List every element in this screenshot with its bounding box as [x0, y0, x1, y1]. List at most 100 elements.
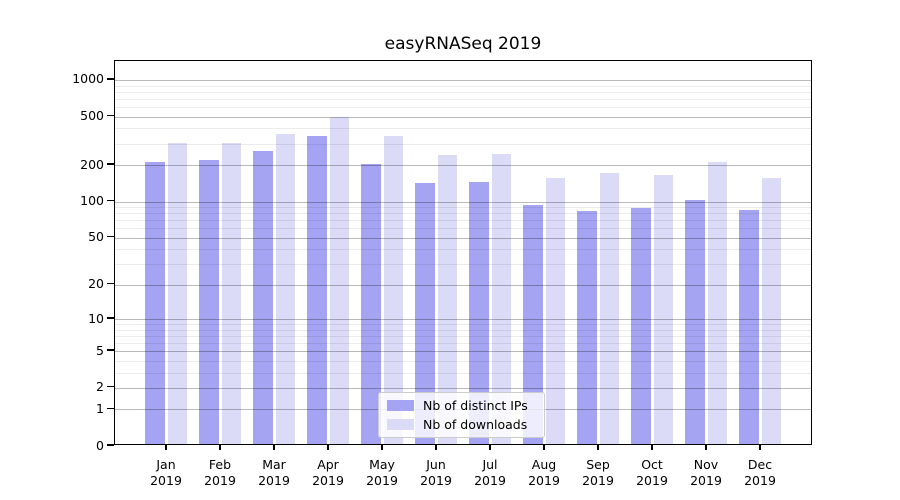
- y-tick-label: 0: [96, 437, 104, 453]
- legend-label-distinct-ips: Nb of distinct IPs: [423, 398, 528, 414]
- bar-distinct-ips-sep: [577, 210, 597, 444]
- gridline-major: [115, 319, 811, 320]
- bar-distinct-ips-may: [361, 163, 381, 444]
- x-tick-label: Nov 2019: [678, 457, 734, 489]
- y-tick-mark: [107, 114, 114, 117]
- x-tick-mark: [327, 445, 329, 450]
- x-tick-year: 2019: [204, 473, 236, 488]
- bar-distinct-ips-apr: [307, 135, 327, 444]
- bar-distinct-ips-oct: [631, 208, 651, 444]
- y-tick-mark: [107, 407, 114, 409]
- bar-downloads-mar: [275, 134, 295, 444]
- legend: Nb of distinct IPs Nb of downloads: [378, 392, 545, 438]
- x-tick-mark: [219, 445, 221, 450]
- bar-downloads-dec: [761, 177, 781, 444]
- bar-downloads-may: [383, 136, 403, 444]
- legend-label-downloads: Nb of downloads: [423, 416, 528, 432]
- y-tick-label: 500: [80, 108, 104, 124]
- y-tick-label: 100: [80, 193, 104, 208]
- x-tick-month: May: [369, 457, 395, 472]
- gridline-major: [115, 284, 811, 286]
- x-tick-month: Dec: [747, 457, 773, 472]
- y-tick-label: 200: [80, 156, 104, 172]
- x-tick-year: 2019: [420, 473, 452, 488]
- x-tick-year: 2019: [582, 473, 614, 488]
- x-tick-mark: [597, 445, 599, 450]
- x-tick-month: Oct: [641, 457, 663, 472]
- y-tick-label: 5: [96, 342, 104, 358]
- gridline-minor: [115, 128, 811, 130]
- plot-area: [114, 60, 812, 445]
- x-tick-year: 2019: [150, 473, 182, 488]
- x-tick-label: Aug 2019: [516, 457, 572, 489]
- x-tick-year: 2019: [528, 473, 560, 488]
- bar-distinct-ips-aug: [523, 205, 543, 444]
- x-tick-label: Jul 2019: [462, 457, 518, 489]
- y-tick-label: 1: [96, 400, 104, 416]
- x-tick-month: Mar: [262, 457, 286, 472]
- bar-downloads-jun: [437, 155, 457, 444]
- y-tick-label: 20: [88, 276, 104, 292]
- gridline-major: [115, 201, 811, 203]
- x-tick-mark: [381, 445, 383, 450]
- bar-downloads-apr: [329, 117, 349, 444]
- x-tick-month: Nov: [693, 457, 719, 472]
- x-tick-mark: [651, 445, 653, 450]
- x-tick-year: 2019: [258, 473, 290, 488]
- x-tick-month: Jan: [156, 457, 176, 472]
- gridline-minor: [115, 107, 811, 108]
- x-tick-mark: [435, 445, 437, 450]
- gridline-major: [115, 165, 811, 166]
- x-tick-year: 2019: [744, 473, 776, 488]
- x-tick-mark: [489, 445, 491, 450]
- x-tick-mark: [165, 445, 167, 450]
- gridline-minor: [115, 91, 811, 93]
- gridline-minor: [115, 329, 811, 331]
- x-tick-label: Sep 2019: [570, 457, 626, 489]
- gridline-major: [115, 387, 811, 389]
- x-tick-mark: [759, 445, 761, 450]
- gridline-minor: [115, 228, 811, 230]
- y-tick-mark: [107, 163, 114, 165]
- x-tick-label: Jan 2019: [138, 457, 194, 489]
- y-tick-mark: [107, 78, 114, 80]
- gridline-minor: [115, 360, 811, 362]
- y-tick-mark: [107, 386, 114, 388]
- y-tick-mark: [107, 444, 114, 446]
- gridline-major: [115, 237, 811, 239]
- chart-title: easyRNASeq 2019: [384, 34, 542, 54]
- x-tick-year: 2019: [474, 473, 506, 488]
- x-tick-label: Feb 2019: [192, 457, 248, 489]
- gridline-major: [115, 351, 811, 353]
- x-tick-label: Mar 2019: [246, 457, 302, 489]
- legend-swatch-downloads: [387, 418, 414, 430]
- gridline-minor: [115, 98, 811, 100]
- gridline-minor: [115, 249, 811, 251]
- x-tick-year: 2019: [366, 473, 398, 488]
- legend-entry-downloads: Nb of downloads: [387, 417, 536, 432]
- gridline-minor: [115, 372, 811, 374]
- bar-downloads-nov: [707, 162, 727, 444]
- gridline-major: [115, 116, 811, 118]
- bar-downloads-jan: [167, 142, 187, 444]
- x-tick-mark: [705, 445, 707, 450]
- y-tick-mark: [107, 199, 114, 202]
- bar-distinct-ips-mar: [253, 150, 273, 444]
- legend-entry-distinct-ips: Nb of distinct IPs: [387, 398, 536, 413]
- bar-downloads-jul: [491, 153, 511, 444]
- gridline-minor: [115, 207, 811, 208]
- gridline-major: [115, 79, 811, 81]
- bar-downloads-sep: [599, 172, 619, 444]
- y-tick-label: 10: [88, 310, 104, 326]
- x-tick-month: Jul: [482, 457, 498, 472]
- x-tick-mark: [273, 445, 275, 450]
- x-tick-label: Jun 2019: [408, 457, 464, 489]
- y-tick-mark: [107, 317, 114, 319]
- bar-distinct-ips-jul: [469, 182, 489, 444]
- gridline-minor: [115, 335, 811, 337]
- bar-distinct-ips-nov: [685, 200, 705, 444]
- y-tick-mark: [107, 236, 114, 238]
- gridline-minor: [115, 264, 811, 266]
- legend-swatch-distinct-ips: [387, 400, 414, 412]
- gridline-minor: [115, 220, 811, 222]
